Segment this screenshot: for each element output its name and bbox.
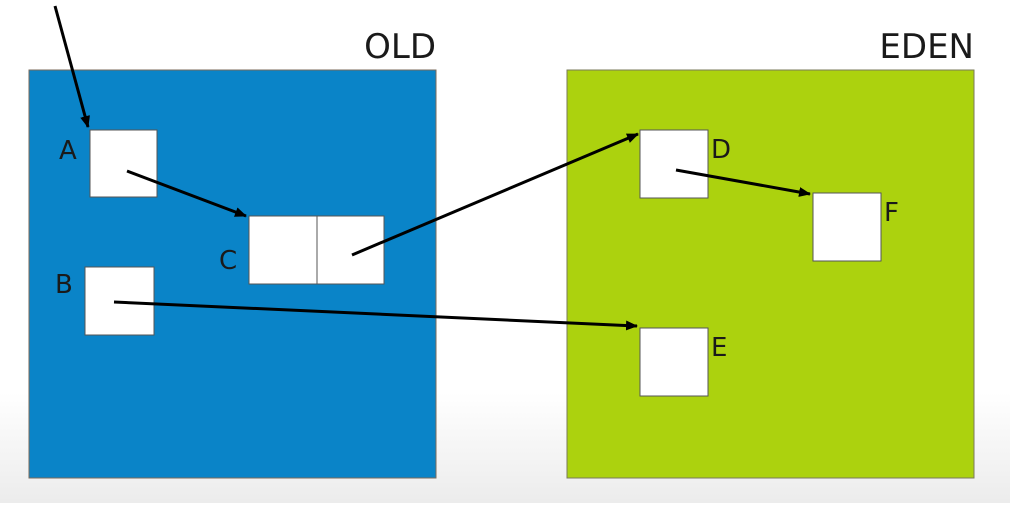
object-a-box xyxy=(89,129,158,198)
a-to-c-arrow xyxy=(126,169,247,218)
d-to-f-arrow xyxy=(675,168,811,197)
object-e-label: E xyxy=(711,333,727,363)
object-b-label: B xyxy=(55,270,73,300)
root-to-a-arrow xyxy=(53,5,90,128)
object-f-box xyxy=(812,192,882,262)
old-region-label: OLD xyxy=(364,27,436,67)
object-a-label: A xyxy=(59,136,77,166)
object-c-label: C xyxy=(219,246,237,276)
b-to-e-arrow xyxy=(113,300,638,331)
object-e-box xyxy=(639,327,709,397)
object-d-box xyxy=(639,129,709,199)
c-to-d-arrow xyxy=(351,132,639,257)
object-c-slot-1 xyxy=(248,215,318,285)
object-f-label: F xyxy=(884,198,899,228)
object-c-slot-2 xyxy=(316,215,385,285)
eden-region xyxy=(566,69,975,479)
object-d-label: D xyxy=(711,135,731,165)
eden-region-label: EDEN xyxy=(879,27,974,67)
